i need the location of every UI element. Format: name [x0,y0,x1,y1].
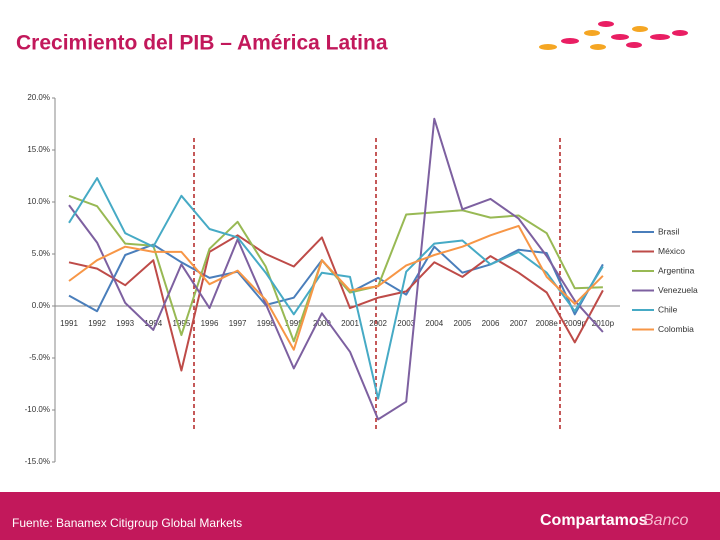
x-tick-label: 1993 [116,319,134,328]
legend-label: Argentina [658,265,695,275]
fish-logo [539,21,688,50]
x-tick-label: 2010p [592,319,615,328]
x-tick-label: 1996 [201,319,219,328]
series-line [68,117,604,421]
series-line [68,177,604,400]
legend-label: Colombia [658,324,694,334]
x-tick-label: 1997 [229,319,247,328]
x-tick-label: 2009p [564,319,587,328]
x-tick-label: 1998 [257,319,275,328]
y-tick-label: -15.0% [25,457,50,466]
x-tick-label: 2000 [313,319,331,328]
x-tick-label: 1992 [88,319,106,328]
footer-bar [0,492,720,540]
x-tick-label: 1995 [173,319,191,328]
y-tick-label: 20.0% [27,93,50,102]
x-tick-label: 1999 [285,319,303,328]
x-tick-label: 2008e [536,319,559,328]
y-tick-label: -10.0% [25,405,50,414]
y-tick-label: 10.0% [27,197,50,206]
series-line [68,224,604,351]
x-tick-label: 2004 [425,319,443,328]
y-tick-label: 15.0% [27,145,50,154]
legend-label: Venezuela [658,285,698,295]
x-tick-label: 2006 [482,319,500,328]
legend-label: Chile [658,304,678,314]
x-tick-label: 2007 [510,319,528,328]
x-tick-label: 1991 [60,319,78,328]
x-tick-label: 2003 [397,319,415,328]
legend-label: Brasil [658,226,679,236]
y-tick-label: 5.0% [32,249,50,258]
series-line [68,234,604,372]
x-tick-label: 2005 [454,319,472,328]
brand-2: Banco [643,512,688,529]
y-tick-label: -5.0% [29,353,50,362]
x-tick-label: 2001 [341,319,359,328]
source-note: Fuente: Banamex Citigroup Global Markets [12,516,242,530]
y-tick-label: 0.0% [32,301,50,310]
legend-label: México [658,246,685,256]
brand: Compartamos [540,512,648,529]
x-tick-label: 1994 [144,319,162,328]
slide-title: Crecimiento del PIB – América Latina [16,32,388,55]
x-tick-label: 2002 [369,319,387,328]
